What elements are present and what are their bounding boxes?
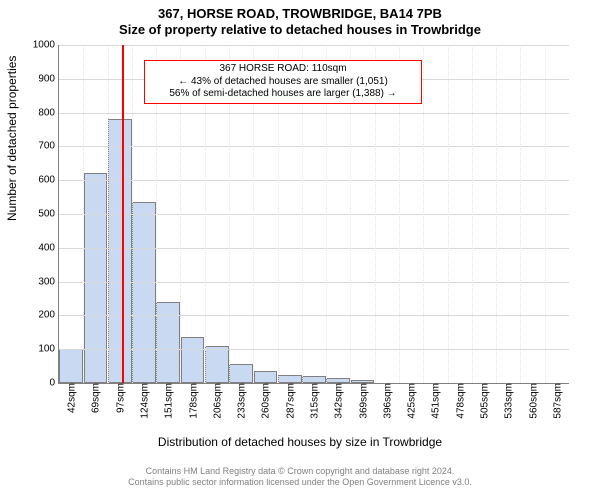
gridline-h [59, 315, 569, 316]
x-tick-label: 233sqm [235, 383, 248, 419]
histogram-bar [254, 371, 278, 383]
x-tick-label: 97sqm [113, 383, 126, 413]
histogram-bar [156, 302, 180, 383]
footer: Contains HM Land Registry data © Crown c… [0, 466, 600, 488]
gridline-h [59, 282, 569, 283]
y-tick-label: 0 [49, 378, 59, 389]
histogram-bar [205, 346, 229, 383]
x-tick-label: 369sqm [356, 383, 369, 419]
y-tick-label: 200 [38, 310, 59, 321]
property-size-marker [122, 45, 124, 383]
x-tick-label: 342sqm [332, 383, 345, 419]
histogram-bar [132, 202, 156, 383]
x-tick-label: 505sqm [478, 383, 491, 419]
footer-line-1: Contains HM Land Registry data © Crown c… [0, 466, 600, 477]
y-tick-label: 700 [38, 141, 59, 152]
x-tick-label: 315sqm [308, 383, 321, 419]
x-tick-label: 178sqm [186, 383, 199, 419]
y-tick-label: 300 [38, 276, 59, 287]
y-tick-label: 600 [38, 175, 59, 186]
x-tick-label: 587sqm [550, 383, 563, 419]
x-tick-label: 151sqm [162, 383, 175, 419]
histogram-bar [181, 337, 205, 383]
x-tick-label: 206sqm [210, 383, 223, 419]
annotation-line-3: 56% of semi-detached houses are larger (… [149, 88, 417, 101]
gridline-v [83, 45, 84, 383]
x-axis-label: Distribution of detached houses by size … [0, 435, 600, 449]
x-tick-label: 287sqm [283, 383, 296, 419]
x-tick-label: 425sqm [405, 383, 418, 419]
histogram-bar [302, 376, 326, 383]
gridline-v [545, 45, 546, 383]
gridline-h [59, 113, 569, 114]
gridline-h [59, 180, 569, 181]
gridline-v [520, 45, 521, 383]
x-tick-label: 560sqm [526, 383, 539, 419]
histogram-bar [108, 119, 132, 383]
y-tick-label: 900 [38, 73, 59, 84]
gridline-v [108, 45, 109, 383]
x-tick-label: 533sqm [502, 383, 515, 419]
footer-line-2: Contains public sector information licen… [0, 477, 600, 488]
y-tick-label: 500 [38, 209, 59, 220]
chart-title-2: Size of property relative to detached ho… [0, 22, 600, 38]
x-tick-label: 396sqm [380, 383, 393, 419]
y-tick-label: 1000 [33, 40, 59, 51]
annotation-box: 367 HORSE ROAD: 110sqm ← 43% of detached… [144, 60, 422, 104]
histogram-bar [84, 173, 108, 383]
chart-container: 367, HORSE ROAD, TROWBRIDGE, BA14 7PB Si… [0, 0, 600, 500]
gridline-h [59, 214, 569, 215]
gridline-h [59, 349, 569, 350]
histogram-bar [278, 375, 302, 383]
gridline-v [448, 45, 449, 383]
gridline-h [59, 45, 569, 46]
gridline-v [472, 45, 473, 383]
x-tick-label: 124sqm [138, 383, 151, 419]
gridline-v [496, 45, 497, 383]
plot-area: 367 HORSE ROAD: 110sqm ← 43% of detached… [58, 45, 569, 384]
histogram-bar [59, 349, 83, 383]
x-tick-label: 260sqm [259, 383, 272, 419]
gridline-h [59, 146, 569, 147]
gridline-v [423, 45, 424, 383]
annotation-line-1: 367 HORSE ROAD: 110sqm [149, 63, 417, 76]
annotation-line-2: ← 43% of detached houses are smaller (1,… [149, 76, 417, 89]
x-tick-label: 42sqm [65, 383, 78, 413]
gridline-h [59, 248, 569, 249]
x-tick-label: 69sqm [89, 383, 102, 413]
x-tick-label: 478sqm [453, 383, 466, 419]
x-tick-label: 451sqm [429, 383, 442, 419]
gridline-v [132, 45, 133, 383]
chart-title-1: 367, HORSE ROAD, TROWBRIDGE, BA14 7PB [0, 0, 600, 22]
y-axis-label: Number of detached properties [5, 205, 19, 221]
y-tick-label: 100 [38, 344, 59, 355]
histogram-bar [229, 364, 253, 383]
y-tick-label: 400 [38, 242, 59, 253]
y-tick-label: 800 [38, 107, 59, 118]
